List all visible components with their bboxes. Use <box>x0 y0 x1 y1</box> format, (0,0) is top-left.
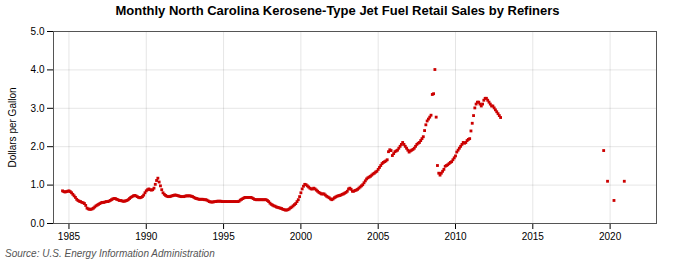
svg-text:Dollars per Gallon: Dollars per Gallon <box>7 87 18 167</box>
svg-text:1.0: 1.0 <box>31 179 45 190</box>
html-text:Source: U.S. Energy Informatio: Source: U.S. Energy Information Administ… <box>5 248 215 259</box>
svg-text:1985: 1985 <box>58 231 81 242</box>
svg-text:2005: 2005 <box>367 231 390 242</box>
html-text:Monthly North Carolina Kerosen: Monthly North Carolina Kerosene-Type Jet… <box>115 3 560 18</box>
svg-text:2.0: 2.0 <box>31 141 45 152</box>
svg-text:2015: 2015 <box>522 231 545 242</box>
svg-text:2000: 2000 <box>290 231 313 242</box>
svg-text:3.0: 3.0 <box>31 103 45 114</box>
svg-text:2010: 2010 <box>444 231 467 242</box>
svg-text:1995: 1995 <box>212 231 235 242</box>
svg-text:0.0: 0.0 <box>31 218 45 229</box>
svg-text:5.0: 5.0 <box>31 26 45 37</box>
svg-text:1990: 1990 <box>135 231 158 242</box>
svg-text:4.0: 4.0 <box>31 64 45 75</box>
svg-text:2020: 2020 <box>599 231 622 242</box>
